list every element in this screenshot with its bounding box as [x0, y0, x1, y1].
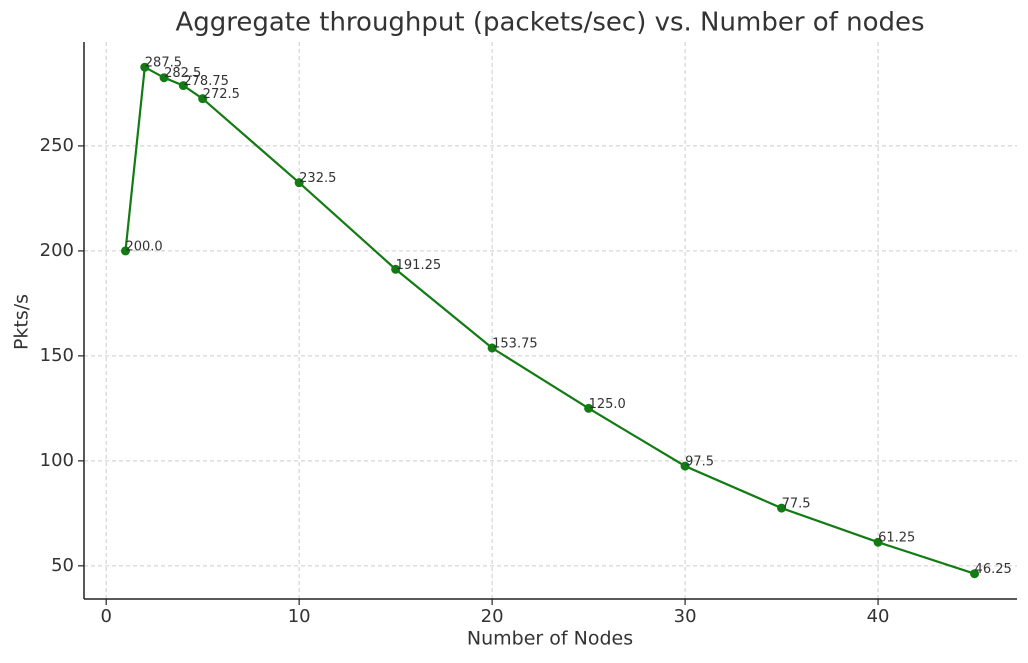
data-label: 200.0: [125, 239, 162, 254]
x-tick-label: 30: [674, 606, 697, 627]
data-label: 46.25: [975, 562, 1012, 577]
x-tick-label: 0: [100, 606, 111, 627]
y-tick-label: 200: [40, 240, 74, 261]
data-point: [680, 461, 690, 471]
data-label: 272.5: [203, 87, 240, 102]
y-tick-label: 50: [51, 555, 74, 576]
data-point: [487, 343, 497, 353]
data-label: 278.75: [183, 74, 229, 89]
chart-title: Aggregate throughput (packets/sec) vs. N…: [175, 8, 924, 38]
x-tick-label: 40: [867, 606, 890, 627]
data-label: 97.5: [685, 455, 714, 470]
data-point: [777, 503, 787, 513]
x-axis-label: Number of Nodes: [467, 628, 633, 650]
y-tick-label: 100: [40, 450, 74, 471]
data-label: 125.0: [589, 397, 626, 412]
data-point: [120, 246, 130, 256]
data-label: 77.5: [782, 497, 811, 512]
data-label: 287.5: [145, 56, 182, 71]
x-tick-label: 20: [481, 606, 504, 627]
data-point: [873, 537, 883, 547]
y-tick-label: 150: [40, 345, 74, 366]
data-label: 282.5: [164, 66, 201, 81]
data-point: [140, 62, 150, 72]
data-label: 61.25: [878, 531, 915, 546]
data-point: [198, 94, 208, 104]
data-point: [584, 403, 594, 413]
data-label: 153.75: [492, 337, 538, 352]
data-point: [178, 81, 188, 91]
data-point: [294, 178, 304, 188]
data-point: [159, 73, 169, 83]
data-line: [124, 65, 975, 575]
y-tick-label: 250: [40, 135, 74, 156]
y-axis-label: Pkts/s: [11, 294, 33, 350]
data-label: 191.25: [396, 258, 442, 273]
data-point: [391, 264, 401, 274]
x-tick-label: 10: [288, 606, 311, 627]
data-label: 232.5: [299, 171, 336, 186]
data-point: [970, 569, 980, 579]
